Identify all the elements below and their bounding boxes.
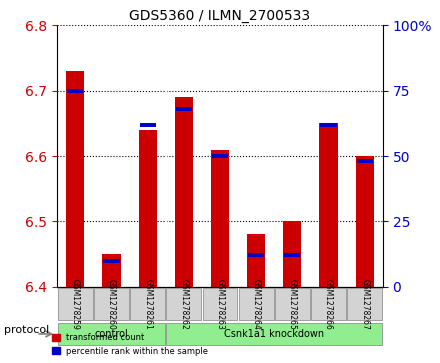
Bar — [211, 150, 229, 287]
Bar — [319, 123, 337, 287]
Bar — [139, 123, 156, 127]
Text: GSM1278263: GSM1278263 — [216, 279, 224, 330]
Legend: transformed count, percentile rank within the sample: transformed count, percentile rank withi… — [48, 330, 212, 359]
Bar — [176, 107, 192, 111]
Text: control: control — [95, 329, 128, 339]
Text: GSM1278259: GSM1278259 — [71, 279, 80, 330]
Text: Csnk1a1 knockdown: Csnk1a1 knockdown — [224, 329, 324, 339]
Bar — [356, 156, 374, 287]
Text: GSM1278260: GSM1278260 — [107, 279, 116, 330]
FancyBboxPatch shape — [275, 288, 310, 320]
Bar — [139, 130, 157, 287]
Text: GSM1278261: GSM1278261 — [143, 279, 152, 330]
FancyBboxPatch shape — [130, 288, 165, 320]
Bar — [175, 97, 193, 287]
Bar — [103, 259, 120, 262]
Text: protocol: protocol — [4, 325, 50, 335]
Title: GDS5360 / ILMN_2700533: GDS5360 / ILMN_2700533 — [129, 9, 311, 23]
FancyBboxPatch shape — [58, 323, 165, 345]
Bar — [67, 89, 84, 93]
FancyBboxPatch shape — [94, 288, 129, 320]
Bar — [66, 71, 84, 287]
Text: GSM1278265: GSM1278265 — [288, 279, 297, 330]
Bar — [284, 253, 301, 257]
FancyBboxPatch shape — [311, 288, 346, 320]
FancyBboxPatch shape — [203, 288, 237, 320]
Bar — [248, 253, 264, 257]
Text: GSM1278266: GSM1278266 — [324, 279, 333, 330]
FancyBboxPatch shape — [347, 288, 382, 320]
Bar — [356, 159, 373, 163]
Bar — [247, 234, 265, 287]
Text: GSM1278264: GSM1278264 — [252, 279, 260, 330]
FancyBboxPatch shape — [166, 288, 201, 320]
FancyBboxPatch shape — [239, 288, 274, 320]
Text: GSM1278267: GSM1278267 — [360, 279, 369, 330]
Text: GSM1278262: GSM1278262 — [180, 279, 188, 330]
Bar — [212, 154, 228, 158]
Bar — [283, 221, 301, 287]
FancyBboxPatch shape — [166, 323, 382, 345]
FancyBboxPatch shape — [58, 288, 93, 320]
Bar — [320, 123, 337, 127]
Bar — [103, 254, 121, 287]
